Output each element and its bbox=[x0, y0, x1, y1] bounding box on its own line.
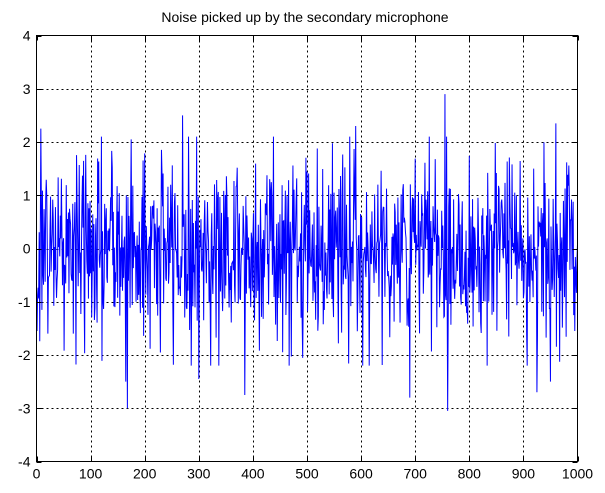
x-tick-label: 100 bbox=[79, 466, 103, 482]
y-tick-label: 4 bbox=[23, 28, 31, 44]
y-tick-label: 3 bbox=[23, 81, 31, 97]
y-tick-label: -1 bbox=[18, 294, 31, 310]
ticks bbox=[36, 35, 579, 463]
x-tick-label: 700 bbox=[404, 466, 428, 482]
y-tick-label: -3 bbox=[18, 400, 31, 416]
x-tick-label: 600 bbox=[349, 466, 373, 482]
y-tick-label: 2 bbox=[23, 134, 31, 150]
x-tick-label: 800 bbox=[458, 466, 482, 482]
x-tick-label: 400 bbox=[241, 466, 265, 482]
y-tick-label: 0 bbox=[23, 241, 31, 257]
chart-title: Noise picked up by the secondary microph… bbox=[161, 9, 448, 25]
noise-series-line bbox=[36, 94, 578, 411]
y-tick-label: -2 bbox=[18, 347, 31, 363]
series-layer bbox=[36, 94, 578, 411]
y-tick-label: -4 bbox=[18, 454, 31, 470]
x-tick-label: 300 bbox=[187, 466, 211, 482]
x-tick-label: 200 bbox=[133, 466, 157, 482]
y-tick-label: 1 bbox=[23, 187, 31, 203]
y-tick-labels: -4 -3 -2 -1 0 1 2 3 4 bbox=[18, 28, 31, 470]
x-tick-label: 500 bbox=[295, 466, 319, 482]
x-tick-label: 1000 bbox=[562, 466, 593, 482]
x-tick-label: 0 bbox=[33, 466, 41, 482]
x-tick-labels: 0 100 200 300 400 500 600 700 800 900 1000 bbox=[33, 466, 594, 482]
x-tick-label: 900 bbox=[512, 466, 536, 482]
